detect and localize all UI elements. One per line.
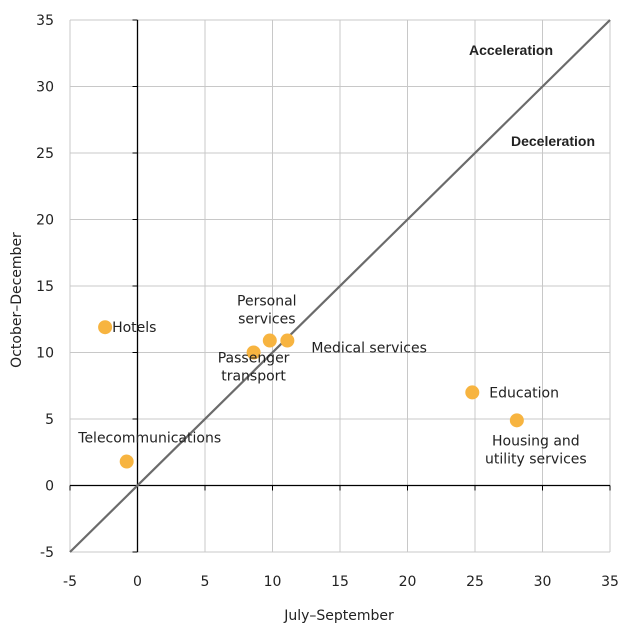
x-tick-label: 10 (264, 574, 282, 590)
data-point (262, 333, 277, 348)
y-tick-label: 15 (36, 279, 54, 295)
y-axis-title: October–December (9, 232, 25, 368)
y-tick-label: 20 (36, 213, 54, 229)
point-label-line: services (238, 312, 295, 328)
x-tick-label: 35 (601, 574, 619, 590)
data-point (280, 333, 295, 348)
zero-axes (69, 19, 611, 553)
point-label: Telecommunications (77, 431, 221, 447)
point-labels: Hotels Telecommunications Passenger transpo… (77, 294, 586, 468)
x-tick-label: 30 (534, 574, 552, 590)
point-label: Hotels (112, 320, 156, 336)
point-label: Passenger transport (218, 351, 290, 385)
y-tick-label: 5 (45, 412, 54, 428)
data-point (465, 385, 480, 400)
point-label-line: transport (221, 369, 286, 385)
x-tick-labels: -5 0 5 10 15 20 25 30 35 (63, 574, 619, 590)
data-point (246, 345, 261, 360)
x-axis-title: July–September (283, 608, 394, 624)
x-tick-label: -5 (63, 574, 77, 590)
point-label: Education (489, 385, 559, 401)
diagonal-line (69, 19, 611, 553)
y-tick-labels: -5 0 5 10 15 20 25 30 35 (36, 13, 54, 561)
point-label: Medical services (311, 341, 427, 357)
point-label-line: Personal (237, 294, 297, 310)
y-tick-label: 0 (45, 479, 54, 495)
x-tick-label: 20 (399, 574, 417, 590)
y-tick-label: 35 (36, 13, 54, 29)
point-label-line: Housing and (492, 433, 580, 449)
y-tick-label: 10 (36, 346, 54, 362)
x-tick-label: 25 (466, 574, 484, 590)
x-tick-label: 5 (201, 574, 210, 590)
acceleration-label: Acceleration (469, 42, 553, 58)
x-tick-label: 0 (133, 574, 142, 590)
point-label-line: Passenger (218, 351, 290, 367)
point-label-line: Medical services (311, 341, 427, 357)
y-tick-label: 30 (36, 80, 54, 96)
data-point (509, 413, 524, 428)
point-label-line: Education (489, 385, 559, 401)
data-points (98, 320, 524, 469)
point-label-line: utility services (485, 451, 587, 467)
data-point (98, 320, 113, 335)
data-point (119, 454, 134, 469)
y-tick-label: -5 (40, 545, 54, 561)
point-label-line: Telecommunications (77, 431, 221, 447)
point-label: Personal services (237, 294, 297, 328)
deceleration-label: Deceleration (511, 133, 595, 149)
point-label: Housing and utility services (485, 433, 587, 467)
x-tick-label: 15 (331, 574, 349, 590)
y-tick-label: 25 (36, 146, 54, 162)
point-label-line: Hotels (112, 320, 156, 336)
